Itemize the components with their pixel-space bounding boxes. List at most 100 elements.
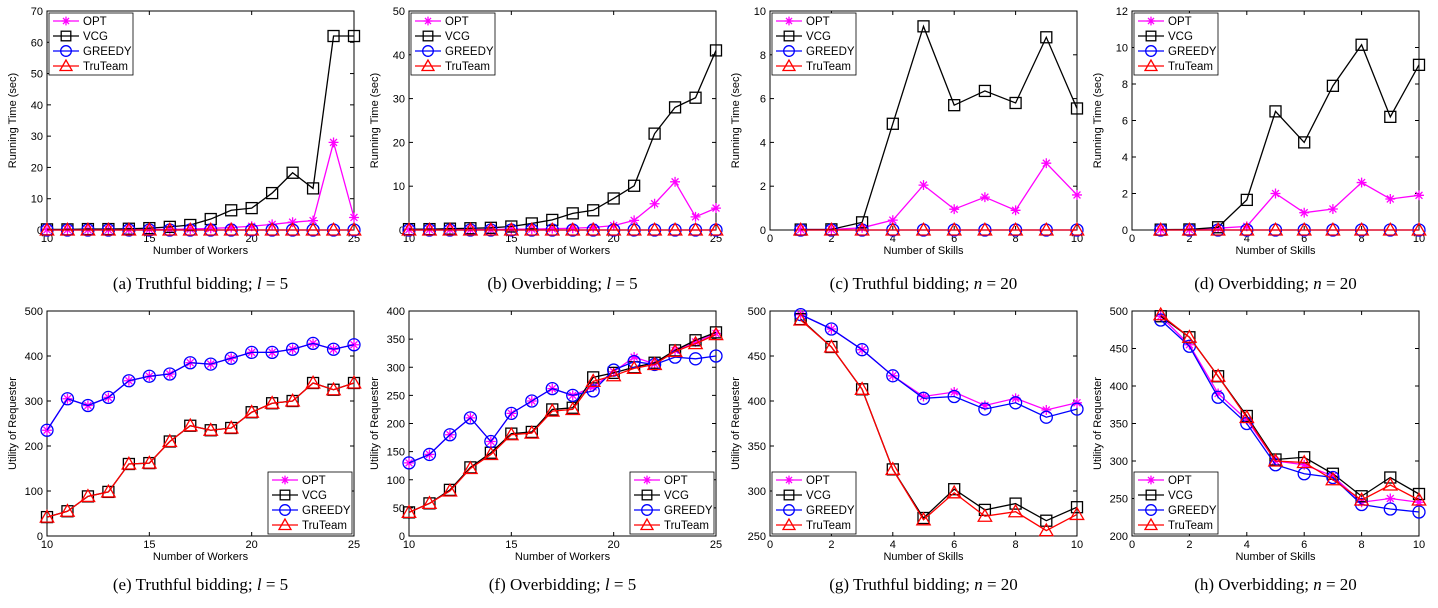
data-point-opt bbox=[1327, 471, 1338, 481]
data-point-vcg bbox=[709, 44, 723, 57]
legend-label-vcg: VCG bbox=[806, 490, 831, 502]
y-tick-label: 4 bbox=[1122, 152, 1128, 164]
y-tick-label: 0 bbox=[37, 531, 43, 543]
data-point-greedy bbox=[163, 367, 177, 381]
data-point-truteam bbox=[1411, 491, 1427, 506]
y-tick-label: 8 bbox=[1122, 79, 1128, 91]
data-point-truteam bbox=[462, 460, 479, 475]
x-tick-label: 8 bbox=[1013, 233, 1019, 245]
caption-variable: l bbox=[606, 274, 611, 293]
legend-marker-truteam bbox=[781, 517, 797, 531]
y-tick-label: 0 bbox=[399, 225, 405, 237]
data-point-greedy bbox=[525, 394, 539, 408]
data-point-greedy bbox=[81, 398, 95, 413]
y-tick-label: 250 bbox=[1110, 494, 1128, 506]
data-point-vcg bbox=[1298, 136, 1311, 149]
data-point-opt bbox=[1414, 497, 1424, 508]
data-point-truteam bbox=[1382, 476, 1399, 491]
chart-8: 0 2 4 6 8 10 200 250 300 350 400 450 500 Number of Sk… bbox=[1092, 306, 1427, 594]
data-point-truteam bbox=[667, 343, 683, 358]
data-point-greedy bbox=[688, 352, 703, 366]
data-point-truteam bbox=[564, 401, 581, 416]
data-point-truteam bbox=[1210, 368, 1226, 382]
data-point-opt bbox=[226, 222, 237, 233]
data-point-opt bbox=[1241, 221, 1252, 232]
x-tick-label: 20 bbox=[246, 539, 258, 551]
x-tick-label: 20 bbox=[246, 233, 258, 245]
legend-marker-vcg bbox=[641, 489, 653, 501]
data-point-vcg bbox=[225, 204, 238, 217]
data-point-truteam bbox=[202, 221, 219, 236]
x-axis-label: Number of Skills bbox=[1235, 245, 1316, 257]
data-point-greedy bbox=[245, 345, 259, 360]
caption: (e) Truthful bidding; l = 5 bbox=[113, 575, 288, 594]
y-tick-label: 2 bbox=[1122, 189, 1128, 201]
data-point-opt bbox=[979, 192, 990, 203]
legend-label-vcg: VCG bbox=[806, 31, 831, 43]
x-axis-label: Number of Workers bbox=[515, 245, 611, 257]
data-point-vcg bbox=[948, 99, 961, 112]
caption-prefix: (c) Truthful bidding; bbox=[830, 274, 974, 293]
data-point-truteam bbox=[182, 417, 199, 432]
caption-prefix: (b) Overbidding; bbox=[487, 274, 606, 293]
data-point-greedy bbox=[709, 349, 723, 363]
x-tick-label: 4 bbox=[1244, 539, 1250, 551]
series-group bbox=[792, 20, 1085, 237]
x-axis-label: Number of Skills bbox=[883, 551, 964, 563]
caption-prefix: (g) Truthful bidding; bbox=[829, 575, 974, 594]
data-point-truteam bbox=[544, 221, 561, 236]
series-group bbox=[401, 326, 724, 519]
data-point-opt bbox=[1010, 205, 1021, 216]
data-point-opt bbox=[979, 400, 990, 411]
y-tick-label: 400 bbox=[387, 306, 405, 318]
legend-marker-opt bbox=[642, 475, 652, 485]
y-axis-label: Utility of Requester bbox=[7, 377, 19, 470]
data-point-truteam bbox=[585, 221, 602, 236]
data-point-greedy bbox=[285, 342, 300, 356]
data-point-greedy bbox=[916, 391, 931, 405]
x-tick-label: 10 bbox=[403, 539, 415, 551]
x-tick-label: 20 bbox=[608, 233, 620, 245]
data-point-opt bbox=[185, 224, 196, 235]
data-point-vcg bbox=[1326, 79, 1340, 92]
caption-variable: n bbox=[974, 274, 983, 293]
data-point-truteam bbox=[977, 508, 993, 522]
y-tick-label: 4 bbox=[760, 137, 766, 149]
data-point-truteam bbox=[1007, 503, 1024, 518]
x-tick-label: 25 bbox=[710, 233, 722, 245]
data-point-truteam bbox=[483, 221, 499, 236]
data-point-truteam bbox=[1353, 491, 1370, 506]
data-point-truteam bbox=[401, 221, 417, 236]
y-tick-label: 40 bbox=[31, 100, 43, 112]
data-point-opt bbox=[949, 204, 960, 215]
chart-5: 10 15 20 25 0 100 200 300 400 500 Number of Worker… bbox=[7, 306, 362, 594]
y-tick-label: 400 bbox=[25, 351, 43, 363]
data-point-truteam bbox=[823, 338, 840, 353]
data-point-truteam bbox=[1038, 221, 1055, 236]
legend-label-vcg: VCG bbox=[445, 31, 470, 43]
legend: OPT VCG GREEDY TruTeam bbox=[1133, 12, 1219, 76]
data-point-truteam bbox=[264, 395, 280, 409]
data-point-vcg bbox=[327, 29, 340, 43]
x-tick-label: 15 bbox=[143, 233, 155, 245]
data-point-vcg bbox=[546, 213, 559, 227]
series-group bbox=[39, 336, 362, 524]
caption-prefix: (f) Overbidding; bbox=[489, 575, 605, 594]
x-tick-label: 2 bbox=[828, 233, 834, 245]
data-point-truteam bbox=[708, 326, 724, 341]
data-point-vcg bbox=[265, 186, 279, 200]
caption-variable: l bbox=[605, 575, 610, 594]
x-tick-label: 0 bbox=[767, 233, 773, 245]
caption: (c) Truthful bidding; n = 20 bbox=[830, 274, 1018, 293]
legend-label-truteam: TruTeam bbox=[302, 520, 347, 532]
y-tick-label: 350 bbox=[1110, 419, 1128, 431]
data-point-opt bbox=[918, 391, 929, 402]
legend-label-vcg: VCG bbox=[1168, 490, 1193, 502]
y-tick-label: 30 bbox=[393, 94, 405, 106]
legend-marker-vcg bbox=[422, 30, 434, 42]
legend-label-greedy: GREEDY bbox=[664, 505, 713, 517]
data-point-truteam bbox=[1353, 221, 1370, 236]
data-point-truteam bbox=[884, 461, 901, 476]
y-tick-label: 300 bbox=[748, 486, 766, 498]
data-point-opt bbox=[1327, 204, 1338, 214]
